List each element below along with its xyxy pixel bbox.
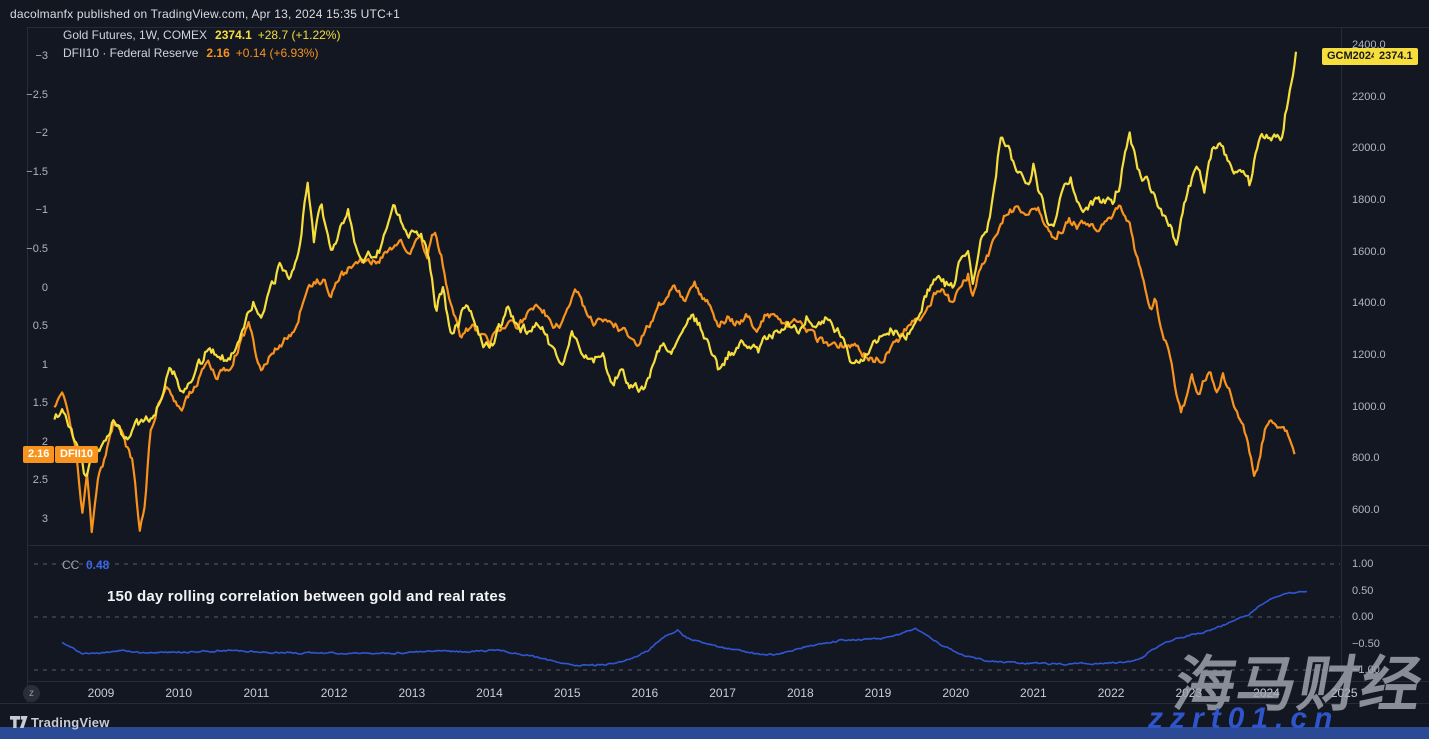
right-scale-tick-label: 2000.0 bbox=[1352, 142, 1386, 155]
right-scale-tick-label: 1000.0 bbox=[1352, 400, 1386, 413]
year-label: 2025 bbox=[1330, 686, 1358, 700]
legend-gold-row[interactable]: Gold Futures, 1W, COMEX 2374.1 +28.7 (+1.2… bbox=[63, 26, 340, 44]
watermark-cn-url: zzrt01.cn bbox=[1148, 702, 1340, 735]
year-label: 2018 bbox=[786, 686, 814, 700]
gold-series-line[interactable] bbox=[53, 51, 1298, 477]
cc-scale-tick-label: 0.50 bbox=[1352, 584, 1374, 597]
cc-scale-tick-label: 1.00 bbox=[1352, 558, 1374, 570]
pane-top-border bbox=[27, 27, 1429, 28]
right-scale-tick-label: 1600.0 bbox=[1352, 245, 1386, 258]
year-label: 2021 bbox=[1020, 686, 1047, 700]
cc-indicator-value: 0.48 bbox=[86, 558, 110, 572]
year-label: 2013 bbox=[398, 686, 426, 700]
year-label: 2024 bbox=[1253, 686, 1280, 700]
year-label: 2020 bbox=[942, 686, 970, 700]
dfii-ticker-label: DFII10 bbox=[55, 446, 99, 463]
left-scale-tick-label: 1.5 bbox=[32, 397, 48, 410]
time-scale-separator bbox=[27, 681, 1429, 682]
legend-dfii-change: +0.14 (+6.93%) bbox=[235, 46, 319, 60]
left-scale-tick-label: −2 bbox=[35, 127, 48, 140]
year-label: 2010 bbox=[165, 686, 193, 700]
left-scale-tick-label: 3 bbox=[41, 513, 48, 525]
tradingview-logo-icon[interactable] bbox=[10, 716, 28, 729]
price-scale-separator bbox=[1341, 27, 1342, 703]
left-scale-tick-label: 2 bbox=[41, 435, 48, 448]
tradingview-brand[interactable]: TradingView bbox=[31, 715, 110, 730]
cc-scale-tick-label: −0.50 bbox=[1352, 637, 1380, 650]
timezone-button[interactable]: z bbox=[23, 685, 40, 702]
gold-price-label: 2374.1 bbox=[1374, 48, 1418, 65]
right-scale-tick-label: 2200.0 bbox=[1352, 90, 1386, 103]
left-scale-tick-label: −1 bbox=[35, 204, 48, 217]
dfii-price-label: 2.16 bbox=[23, 446, 55, 463]
right-scale-tick-label: 600.0 bbox=[1352, 504, 1380, 516]
legend-gold-value: 2374.1 bbox=[215, 28, 252, 42]
pane-separator[interactable] bbox=[27, 545, 1429, 546]
right-scale-tick-label: 1200.0 bbox=[1352, 349, 1386, 361]
pane-left-border bbox=[27, 27, 28, 703]
right-scale-tick-label: 800.0 bbox=[1352, 452, 1380, 465]
right-scale-tick-label: 1800.0 bbox=[1352, 194, 1386, 206]
cc-scale-tick-label: −1.00 bbox=[1352, 664, 1380, 676]
year-label: 2016 bbox=[631, 686, 659, 700]
year-label: 2023 bbox=[1175, 686, 1203, 700]
left-scale-tick-label: 0 bbox=[41, 281, 48, 294]
year-label: 2014 bbox=[476, 686, 503, 700]
legend-gold-title: Gold Futures, 1W, COMEX bbox=[63, 28, 208, 42]
cc-scale-tick-label: 0.00 bbox=[1352, 611, 1374, 623]
correlation-annotation: 150 day rolling correlation between gold… bbox=[107, 588, 507, 605]
left-scale-tick-label: 1 bbox=[41, 358, 48, 371]
chart-bottom-border bbox=[0, 703, 1429, 704]
cc-indicator-label[interactable]: CC bbox=[62, 558, 80, 572]
left-scale-tick-label: −1.5 bbox=[26, 165, 48, 178]
left-scale-tick-label: 0.5 bbox=[32, 320, 48, 333]
dfii-series-line[interactable] bbox=[53, 204, 1296, 534]
year-label: 2012 bbox=[320, 686, 348, 700]
year-label: 2015 bbox=[553, 686, 581, 700]
year-label: 2022 bbox=[1097, 686, 1125, 700]
attribution-text: dacolmanfx published on TradingView.com,… bbox=[10, 7, 401, 21]
year-label: 2019 bbox=[864, 686, 892, 700]
gold-ticker-label: GCM2024 bbox=[1322, 48, 1383, 65]
chart-legend[interactable]: Gold Futures, 1W, COMEX 2374.1 +28.7 (+1.2… bbox=[63, 26, 340, 62]
year-label: 2009 bbox=[87, 686, 115, 700]
cc-series-line[interactable] bbox=[61, 590, 1307, 667]
legend-gold-change: +28.7 (+1.22%) bbox=[257, 28, 341, 42]
year-label: 2017 bbox=[709, 686, 736, 700]
right-scale-tick-label: 1400.0 bbox=[1352, 297, 1386, 310]
year-label: 2011 bbox=[243, 686, 270, 700]
legend-dfii-row[interactable]: DFII10 · Federal Reserve 2.16 +0.14 (+6.93… bbox=[63, 44, 340, 62]
left-scale-tick-label: −2.5 bbox=[26, 88, 48, 101]
left-scale-tick-label: −0.5 bbox=[26, 242, 48, 255]
left-scale-tick-label: 2.5 bbox=[32, 474, 48, 487]
left-scale-tick-label: −3 bbox=[35, 50, 48, 62]
legend-dfii-title: DFII10 · Federal Reserve bbox=[63, 46, 199, 60]
legend-dfii-value: 2.16 bbox=[206, 46, 230, 60]
bottom-blue-bar bbox=[0, 727, 1429, 739]
